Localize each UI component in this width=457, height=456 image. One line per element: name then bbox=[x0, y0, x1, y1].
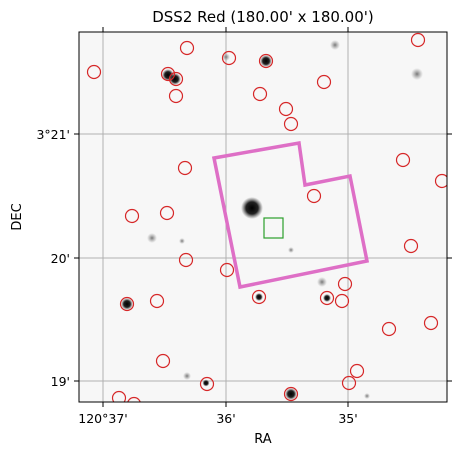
x-tick-label: 36' bbox=[216, 411, 235, 426]
catalog-circle-marker bbox=[219, 262, 235, 278]
catalog-circle-marker bbox=[159, 205, 175, 221]
catalog-circle-marker bbox=[381, 321, 397, 337]
catalog-circle-marker bbox=[124, 208, 140, 224]
catalog-circle-marker bbox=[149, 293, 165, 309]
y-tick-label: 20' bbox=[51, 251, 70, 266]
instrument-footprint bbox=[211, 140, 370, 290]
background-stars bbox=[147, 40, 423, 399]
catalog-circle-marker bbox=[168, 88, 184, 104]
catalog-circle-marker bbox=[283, 386, 299, 402]
catalog-circle-marker bbox=[111, 390, 127, 402]
catalog-circle-marker bbox=[341, 375, 357, 391]
catalog-circle-marker bbox=[168, 71, 184, 87]
plot-title: DSS2 Red (180.00' x 180.00') bbox=[152, 8, 374, 26]
catalog-circle-marker bbox=[316, 74, 332, 90]
y-tick-label: 3°21' bbox=[36, 127, 70, 142]
catalog-circle-marker bbox=[434, 173, 447, 189]
catalog-circle-marker bbox=[127, 396, 141, 402]
x-axis-label: RA bbox=[254, 432, 272, 447]
catalog-circle-marker bbox=[283, 116, 299, 132]
catalog-circle-marker bbox=[252, 86, 268, 102]
catalog-circle-marker bbox=[410, 32, 426, 48]
catalog-circle-marker bbox=[306, 188, 322, 204]
x-tick-label: 35' bbox=[338, 411, 357, 426]
coordinate-grid bbox=[79, 32, 447, 402]
catalog-circle-marker bbox=[337, 276, 353, 292]
catalog-circle-marker bbox=[403, 238, 419, 254]
catalog-circle-marker bbox=[86, 64, 102, 80]
catalog-circle-marker bbox=[155, 353, 171, 369]
x-tick-label: 120°37' bbox=[78, 411, 127, 426]
catalog-circle-marker bbox=[177, 160, 193, 176]
catalog-circle-marker bbox=[199, 376, 215, 392]
y-tick-label: 19' bbox=[51, 374, 70, 389]
catalog-circle-marker bbox=[178, 252, 194, 268]
catalog-circle-marker bbox=[278, 101, 294, 117]
catalog-circle-marker bbox=[221, 50, 237, 66]
catalog-circle-marker bbox=[319, 290, 335, 306]
catalog-circle-marker bbox=[395, 152, 411, 168]
catalog-circle-marker bbox=[258, 53, 274, 69]
catalog-source-markers bbox=[86, 32, 447, 402]
catalog-circle-marker bbox=[119, 296, 135, 312]
bright-stars bbox=[121, 55, 331, 400]
catalog-circle-marker bbox=[349, 363, 365, 379]
catalog-circle-marker bbox=[423, 315, 439, 331]
catalog-circle-marker bbox=[179, 40, 195, 56]
target-marker bbox=[263, 217, 284, 239]
plot-frame bbox=[78, 31, 448, 403]
sky-image bbox=[79, 32, 447, 402]
tick-marks bbox=[74, 27, 452, 407]
catalog-circle-marker bbox=[160, 66, 176, 82]
catalog-circle-marker bbox=[334, 293, 350, 309]
catalog-circle-marker bbox=[251, 289, 267, 305]
y-axis-label: DEC bbox=[10, 203, 25, 230]
